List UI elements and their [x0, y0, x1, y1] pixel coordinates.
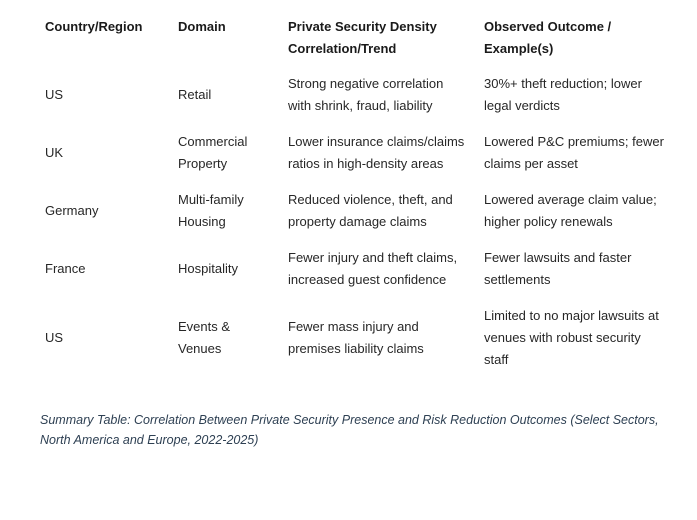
cell-correlation: Lower insurance claims/claims ratios in … — [288, 134, 465, 171]
cell-country: France — [45, 261, 86, 276]
col-header-domain: Domain — [178, 19, 226, 34]
cell-domain: Retail — [178, 87, 212, 102]
table-row: US Events & Venues Fewer mass injury and… — [45, 298, 681, 378]
cell-country: US — [45, 330, 64, 345]
table-header-row: Country/Region Domain Private Security D… — [45, 8, 681, 66]
cell-domain: Multi-family Housing — [178, 192, 244, 229]
cell-outcome: Fewer lawsuits and faster settlements — [484, 250, 632, 287]
cell-domain: Commercial Property — [178, 134, 248, 171]
cell-correlation: Reduced violence, theft, and property da… — [288, 192, 453, 229]
cell-outcome: Lowered average claim value; higher poli… — [484, 192, 657, 229]
table-row: US Retail Strong negative correlation wi… — [45, 66, 681, 124]
cell-country: UK — [45, 145, 64, 160]
cell-domain: Events & Venues — [178, 319, 231, 356]
table-caption: Summary Table: Correlation Between Priva… — [40, 413, 659, 447]
col-header-outcome: Observed Outcome / Example(s) — [484, 19, 612, 56]
cell-outcome: Limited to no major lawsuits at venues w… — [484, 308, 659, 367]
table-row: UK Commercial Property Lower insurance c… — [45, 124, 681, 182]
col-header-country: Country/Region — [45, 19, 143, 34]
cell-correlation: Fewer injury and theft claims, increased… — [288, 250, 458, 287]
col-header-correlation: Private Security Density Correlation/Tre… — [288, 19, 437, 56]
cell-outcome: 30%+ theft reduction; lower legal verdic… — [484, 76, 642, 113]
cell-outcome: Lowered P&C premiums; fewer claims per a… — [484, 134, 664, 171]
cell-domain: Hospitality — [178, 261, 238, 276]
cell-correlation: Strong negative correlation with shrink,… — [288, 76, 444, 113]
summary-table: Country/Region Domain Private Security D… — [45, 8, 681, 378]
cell-correlation: Fewer mass injury and premises liability… — [288, 319, 424, 356]
cell-country: Germany — [45, 203, 99, 218]
table-row: France Hospitality Fewer injury and thef… — [45, 240, 681, 298]
table-row: Germany Multi-family Housing Reduced vio… — [45, 182, 681, 240]
cell-country: US — [45, 87, 64, 102]
